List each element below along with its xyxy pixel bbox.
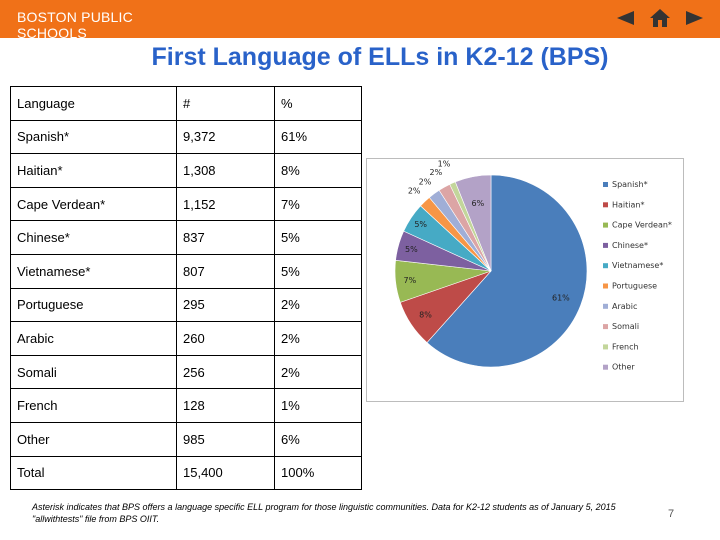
table-cell: Vietnamese* (10, 253, 177, 289)
table-cell: Chinese* (10, 220, 177, 255)
language-table: Language #% Spanish* 9,372 61% Haitian* 1,308 8… (10, 86, 362, 491)
pie-data-label: 5% (405, 245, 418, 254)
table-cell: Arabic (10, 321, 177, 356)
table-row: French 128 1% (10, 388, 362, 423)
table-cell: 9,372 (176, 119, 275, 155)
table-row: Chinese* 837 5% (10, 220, 362, 255)
table-row: Haitian* 1,308 8% (10, 153, 362, 188)
home-icon (650, 9, 670, 27)
table-cell: 2% (274, 321, 362, 356)
previous-slide-button[interactable] (614, 8, 636, 28)
table-header-cell: # (176, 86, 275, 121)
table-cell: 6% (274, 421, 362, 457)
table-row: Other 985 6% (10, 421, 362, 457)
legend-label: Vietnamese* (612, 261, 663, 270)
footnote: Asterisk indicates that BPS offers a lan… (32, 502, 616, 524)
home-button[interactable] (649, 8, 671, 28)
legend-swatch (603, 202, 608, 208)
table-cell: 128 (176, 388, 275, 423)
table-cell: Cape Verdean* (10, 186, 177, 222)
pie-data-label: 6% (472, 199, 485, 208)
pie-data-label: 2% (408, 186, 421, 195)
pie-chart: 61% 8% 7% 5% 5% 2% 2% 2% 1% 6% Spanish* Haitian* Cap… (366, 158, 684, 402)
table-cell: 8% (274, 153, 362, 188)
legend-swatch (603, 182, 608, 187)
table-cell: 15,400 (176, 455, 275, 491)
table-header-cell: % (274, 86, 362, 121)
table-cell: 61% (274, 119, 362, 155)
table-cell: 985 (176, 421, 275, 457)
table-row: Arabic 260 2% (10, 321, 362, 356)
table-cell: Portuguese (10, 287, 177, 323)
table-cell: 2% (274, 287, 362, 323)
legend-label: Cape Verdean* (612, 221, 672, 230)
legend-swatch (603, 283, 608, 289)
table-cell: 100% (274, 455, 362, 491)
table-cell: 5% (274, 220, 362, 255)
header-bar: BOSTON PUBLIC SCHOOLS (0, 0, 720, 38)
table-row: Vietnamese* 807 5% (10, 253, 362, 289)
table-cell: 1% (274, 388, 362, 423)
table-cell: Somali (10, 354, 177, 390)
table-cell: 7% (274, 186, 362, 222)
pie-data-label: 8% (419, 311, 432, 320)
table-row: Somali 256 2% (10, 354, 362, 390)
page-number: 7 (668, 508, 675, 520)
legend-label: Portuguese (612, 282, 657, 291)
table-cell: Other (10, 421, 177, 457)
brand-text: BOSTON PUBLIC SCHOOLS (17, 9, 133, 38)
table-row: Portuguese 295 2% (10, 287, 362, 323)
pie-data-label: 5% (414, 220, 427, 229)
table-cell: 5% (274, 253, 362, 289)
pie-slice (454, 174, 492, 272)
legend-swatch (603, 364, 608, 370)
next-arrow-icon (686, 11, 703, 25)
previous-arrow-icon (617, 11, 634, 25)
legend-label: Other (612, 363, 635, 372)
legend-label: Haitian* (612, 200, 644, 209)
table-cell: Haitian* (10, 153, 177, 188)
table-cell: Spanish* (10, 119, 177, 155)
pie-data-label: 7% (404, 276, 417, 285)
table-cell: 260 (176, 321, 275, 356)
legend-label: Arabic (612, 302, 637, 311)
table-row: Cape Verdean* 1,152 7% (10, 186, 362, 222)
pie-data-label: 2% (419, 177, 432, 186)
slide-title: First Language of ELLs in K2-12 (BPS) (151, 43, 609, 71)
table-cell: 295 (176, 287, 275, 323)
table-row: Spanish* 9,372 61% (10, 119, 362, 155)
legend-swatch (603, 344, 608, 350)
next-slide-button[interactable] (684, 8, 706, 28)
legend-swatch (603, 222, 608, 228)
table-cell: French (10, 388, 177, 423)
table-header-row: Language #% (10, 86, 362, 121)
table-cell: 256 (176, 354, 275, 390)
pie-data-label: 61% (552, 294, 570, 303)
table-header-cell: Language (10, 86, 177, 121)
table-cell: 807 (176, 253, 275, 289)
pie-chart-svg: 61%8%7%5%5%2%2%2%1%6%Spanish*Haitian*Cap… (394, 160, 672, 372)
table-row: Total 15,400 100% (10, 455, 362, 491)
pie-slice (426, 174, 588, 368)
pie-data-label: 2% (430, 168, 443, 177)
legend-label: Chinese* (612, 241, 648, 250)
legend-label: French (612, 342, 639, 351)
legend-swatch (603, 263, 608, 269)
table-cell: 2% (274, 354, 362, 390)
pie-data-label: 1% (438, 160, 451, 169)
table-cell: 837 (176, 220, 275, 255)
legend-swatch (603, 324, 608, 330)
legend-swatch (603, 242, 608, 248)
legend-label: Somali (612, 322, 639, 331)
table-cell: Total (10, 455, 177, 491)
legend-swatch (603, 303, 608, 309)
table-cell: 1,152 (176, 186, 275, 222)
legend-label: Spanish* (612, 180, 648, 189)
table-cell: 1,308 (176, 153, 275, 188)
